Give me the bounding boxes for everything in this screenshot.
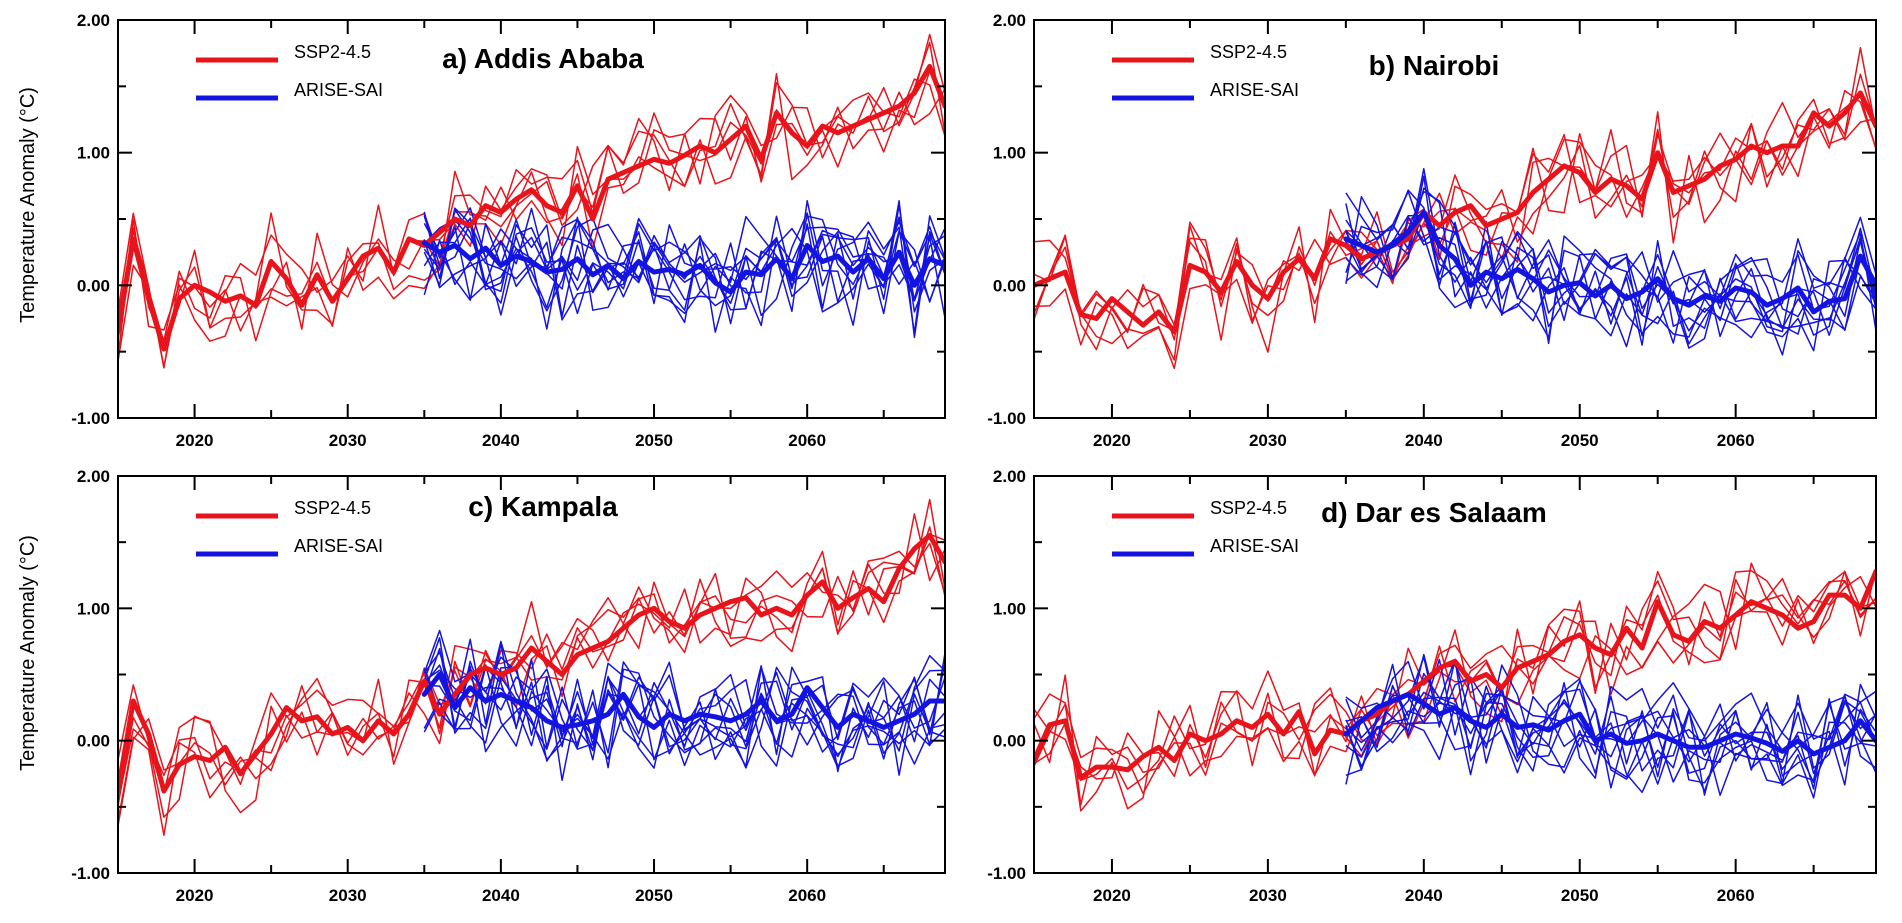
y-tick-label: 2.00 — [77, 467, 110, 486]
x-tick-label: 2030 — [1249, 431, 1287, 450]
y-tick-label: 2.00 — [77, 11, 110, 30]
plot-area — [118, 476, 945, 873]
y-tick-label: 0.00 — [77, 732, 110, 751]
x-tick-label: 2040 — [1405, 886, 1443, 905]
y-tick-label: -1.00 — [987, 409, 1026, 428]
ssp-mean-line — [118, 533, 945, 794]
x-tick-label: 2050 — [1561, 431, 1599, 450]
x-tick-label: 2030 — [329, 886, 367, 905]
x-tick-label: 2030 — [329, 431, 367, 450]
x-tick-label: 2020 — [176, 886, 214, 905]
arise-member-line — [1345, 672, 1876, 796]
x-tick-label: 2030 — [1249, 886, 1287, 905]
x-tick-label: 2040 — [482, 886, 520, 905]
arise-member-line — [1345, 190, 1876, 335]
plot-lines — [1034, 562, 1876, 812]
panel-dar-es-salaam: -1.00 0.00 1.00 2.00 2020 2030 2040 2050 2060 d) … — [987, 467, 1877, 905]
y-axis-label-bottom: Temperature Anomaly (°C) — [17, 535, 39, 771]
x-tick-label: 2020 — [176, 431, 214, 450]
y-tick-label: 1.00 — [77, 144, 110, 163]
plot-area — [1034, 20, 1876, 418]
legend-label-arise: ARISE-SAI — [1210, 536, 1299, 556]
arise-mean-line — [421, 672, 945, 730]
arise-member-line — [423, 200, 945, 339]
x-tick-label: 2020 — [1093, 431, 1131, 450]
arise-member-line — [423, 224, 945, 309]
ssp-mean-line — [1034, 90, 1876, 335]
y-tick-label: 1.00 — [993, 144, 1026, 163]
y-tick-label: 0.00 — [993, 732, 1026, 751]
arise-member-line — [1345, 653, 1876, 789]
plot-area — [1034, 476, 1876, 873]
ssp-member-line — [1034, 569, 1876, 790]
y-tick-label: 0.00 — [993, 276, 1026, 295]
y-axis-label-top: Temperature Anomaly (°C) — [17, 87, 39, 323]
y-tick-label: -1.00 — [71, 864, 110, 883]
ssp-member-line — [1034, 567, 1876, 812]
x-tick-label: 2060 — [1717, 886, 1755, 905]
x-tick-label: 2060 — [788, 886, 826, 905]
arise-member-line — [423, 212, 945, 334]
ssp-member-line — [118, 526, 945, 836]
arise-member-line — [423, 220, 945, 318]
y-tick-label: 1.00 — [77, 599, 110, 618]
arise-member-line — [1345, 676, 1876, 780]
ssp-mean-line — [118, 63, 945, 352]
arise-mean-line — [421, 240, 945, 295]
y-tick-label: 1.00 — [993, 599, 1026, 618]
legend-label-arise: ARISE-SAI — [294, 536, 383, 556]
arise-mean-line — [1343, 209, 1876, 315]
y-tick-label: -1.00 — [987, 864, 1026, 883]
x-tick-label: 2060 — [788, 431, 826, 450]
y-tick-label: 2.00 — [993, 467, 1026, 486]
ssp-mean-line — [1034, 568, 1876, 781]
panel-title: b) Nairobi — [1369, 50, 1500, 81]
ssp-member-line — [1034, 575, 1876, 795]
ssp-member-line — [118, 72, 945, 342]
x-tick-label: 2040 — [1405, 431, 1443, 450]
legend-label-ssp: SSP2-4.5 — [294, 498, 371, 518]
arise-member-line — [1345, 167, 1876, 345]
panel-kampala: -1.00 0.00 1.00 2.00 2020 2030 2040 2050 2060 c) … — [71, 467, 946, 905]
x-tick-label: 2050 — [635, 431, 673, 450]
legend-label-arise: ARISE-SAI — [1210, 80, 1299, 100]
plot-lines — [1034, 47, 1876, 370]
x-tick-label: 2050 — [1561, 886, 1599, 905]
arise-member-line — [1345, 682, 1876, 797]
y-tick-label: 0.00 — [77, 276, 110, 295]
arise-member-line — [423, 629, 945, 776]
ssp-member-line — [118, 70, 945, 358]
ssp-member-line — [118, 78, 945, 368]
y-tick-label: 2.00 — [993, 11, 1026, 30]
arise-member-line — [1345, 656, 1876, 785]
arise-mean-line — [1343, 691, 1876, 757]
panel-nairobi: -1.00 0.00 1.00 2.00 2020 2030 2040 2050 2060 b) … — [987, 11, 1877, 450]
arise-member-line — [423, 661, 945, 767]
legend-label-ssp: SSP2-4.5 — [1210, 498, 1287, 518]
x-tick-label: 2060 — [1717, 431, 1755, 450]
plot-lines — [118, 498, 945, 836]
x-tick-label: 2020 — [1093, 886, 1131, 905]
arise-member-line — [1345, 175, 1876, 333]
arise-member-line — [423, 647, 945, 767]
legend-label-arise: ARISE-SAI — [294, 80, 383, 100]
arise-member-line — [1345, 663, 1876, 799]
y-tick-label: -1.00 — [71, 409, 110, 428]
x-tick-label: 2050 — [635, 886, 673, 905]
panel-addis-ababa: -1.00 0.00 1.00 2.00 2020 2030 2040 2050 2060 a) … — [71, 11, 946, 450]
panel-title: a) Addis Ababa — [442, 43, 644, 74]
panel-title: c) Kampala — [468, 491, 618, 522]
panel-title: d) Dar es Salaam — [1321, 497, 1547, 528]
arise-member-line — [423, 654, 945, 762]
plot-lines — [118, 33, 945, 369]
x-tick-label: 2040 — [482, 431, 520, 450]
arise-member-line — [423, 640, 945, 768]
arise-member-line — [1345, 187, 1876, 339]
legend-label-ssp: SSP2-4.5 — [1210, 42, 1287, 62]
legend-label-ssp: SSP2-4.5 — [294, 42, 371, 62]
